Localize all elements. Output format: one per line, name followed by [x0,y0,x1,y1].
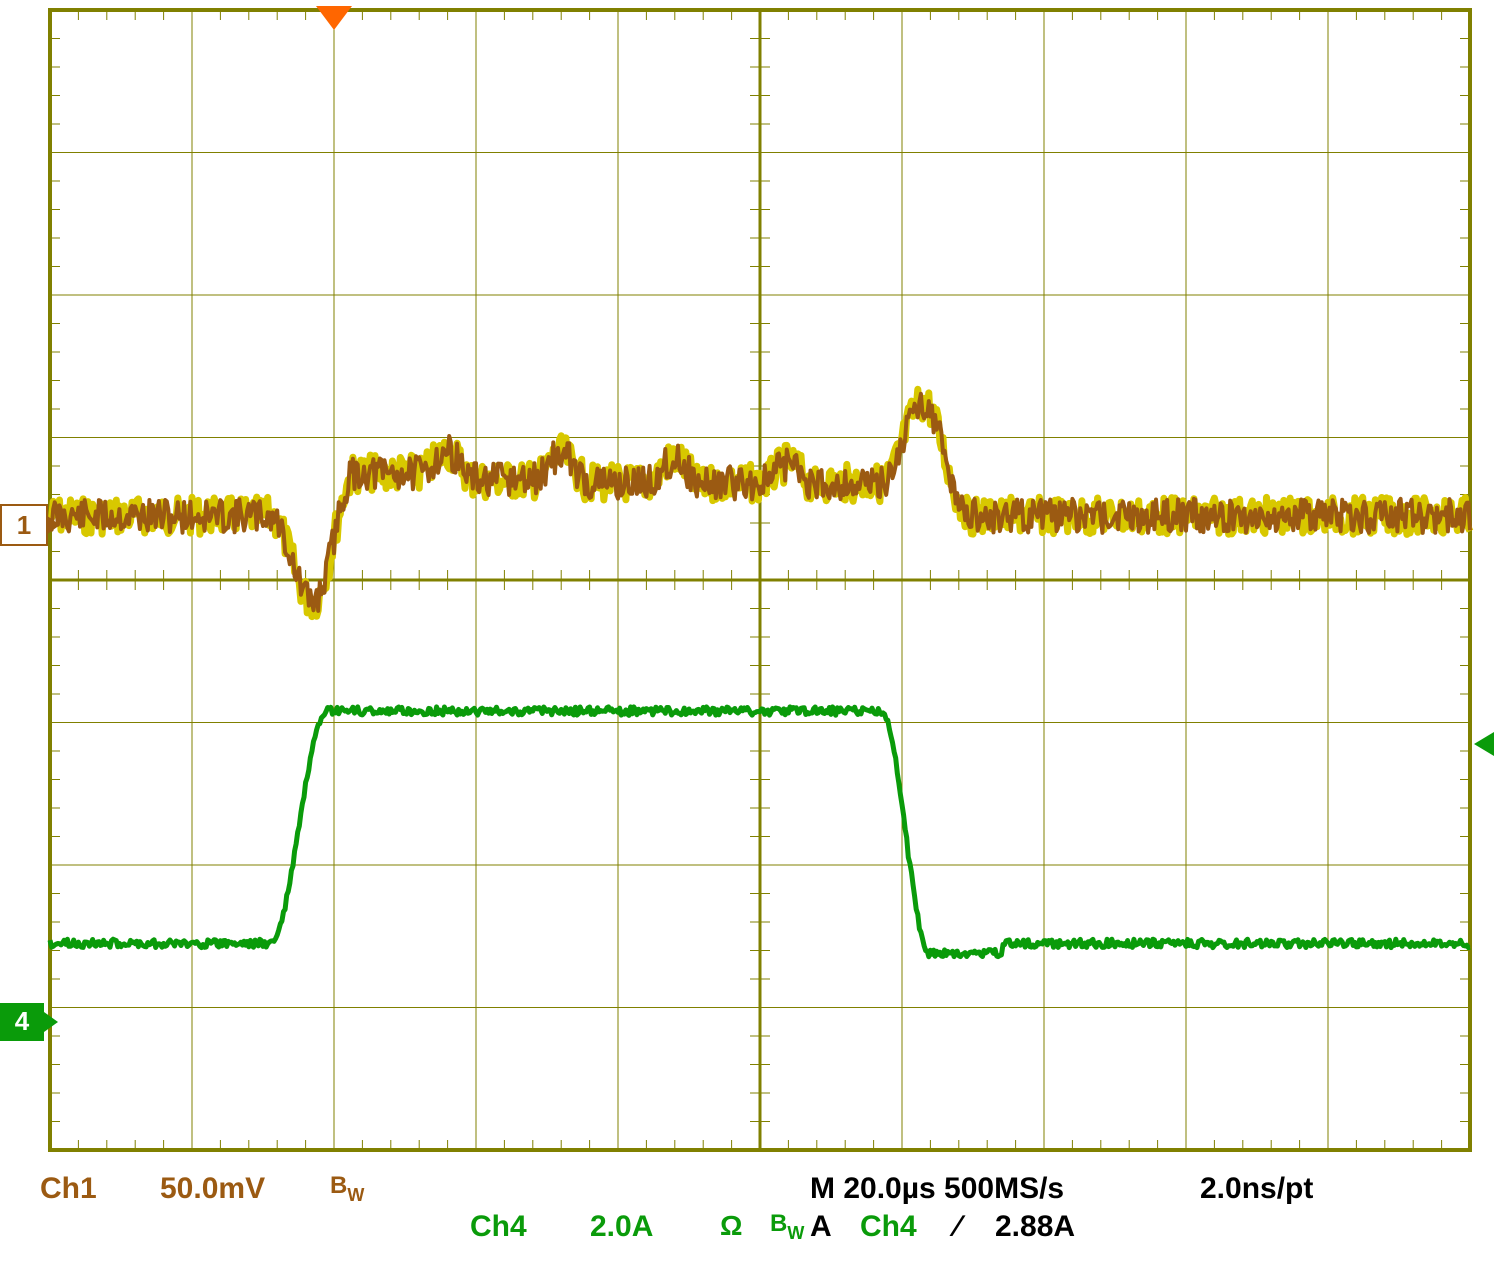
timebase-readout: M 20.0µs 500MS/s [810,1172,1064,1206]
trigger-source: Ch4 [860,1210,917,1244]
ch1-label: Ch1 [40,1172,97,1206]
oscilloscope-capture: 1 4 Ch1 50.0mV BW M 20.0µs 500MS/s 2.0ns… [0,0,1500,1263]
ch4-omega-icon: Ω [720,1210,742,1242]
trigger-position-marker [316,6,352,30]
ch4-marker-arrow-icon [44,1012,58,1032]
ch1-marker-label: 1 [17,510,31,541]
ch4-bw-icon: BW [770,1210,804,1242]
ch4-marker-label: 4 [15,1006,29,1037]
ch1-bw-icon: BW [330,1172,364,1204]
ch1-marker-arrow-icon [46,515,60,535]
scope-plot [0,0,1500,1263]
trigger-level: 2.88A [995,1210,1075,1244]
ch4-baseline-marker: 4 [0,1003,44,1041]
trigger-slope-icon: ∕ [955,1210,960,1244]
ch1-baseline-marker: 1 [0,504,48,546]
trigger-mode: A [810,1210,832,1244]
ch4-scale: 2.0A [590,1210,653,1244]
ch4-reference-arrow-icon [1474,732,1494,756]
ch4-label: Ch4 [470,1210,527,1244]
ch1-scale: 50.0mV [160,1172,265,1206]
sample-rate-readout: 2.0ns/pt [1200,1172,1313,1206]
